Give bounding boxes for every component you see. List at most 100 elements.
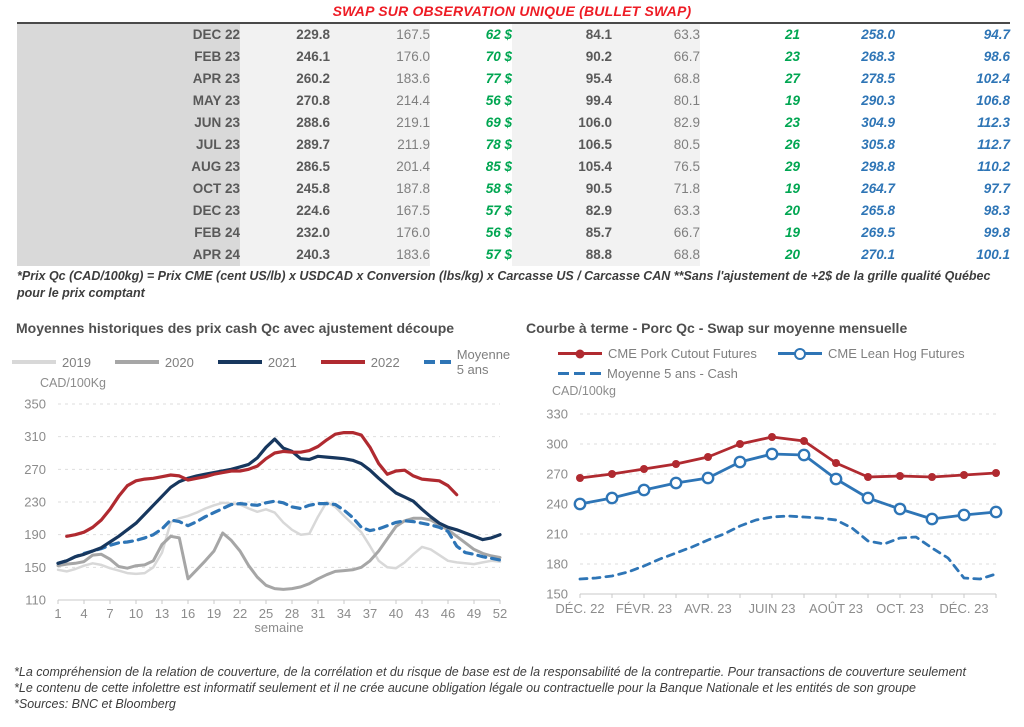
historical-chart-y-unit: CAD/100Kg bbox=[40, 376, 107, 390]
forward-curve-chart-canvas: 150 180 210 240 270 300 330 DÉC. 22 FÉVR. 23 AVR.… bbox=[546, 407, 1003, 616]
y-tick-label: 310 bbox=[24, 429, 46, 444]
table-cell-us-swap: 105.4 bbox=[512, 156, 612, 178]
table-cell-us-swap: 82.9 bbox=[512, 200, 612, 222]
y-tick-label: 180 bbox=[546, 557, 568, 572]
table-cell-month: JUL 23 bbox=[17, 134, 240, 156]
table-cell-us-cash: 66.7 bbox=[612, 46, 700, 68]
y-tick-label: 150 bbox=[24, 560, 46, 575]
table-cell-fwd-us: 106.8 bbox=[895, 90, 1010, 112]
data-point-marker bbox=[640, 465, 648, 473]
x-tick-label: AOÛT 23 bbox=[809, 601, 863, 616]
data-point-marker bbox=[701, 471, 715, 485]
table-cell-us-cash: 82.9 bbox=[612, 112, 700, 134]
legend-label: CME Pork Cutout Futures bbox=[608, 346, 757, 361]
data-point-marker bbox=[605, 491, 619, 505]
table-cell-weeks: 20 bbox=[700, 244, 800, 266]
legend-item: 2022 bbox=[320, 355, 400, 370]
forward-curve-chart-panel: Courbe à terme - Porc Qc - Swap sur moye… bbox=[522, 320, 1020, 650]
table-cell-qc-cash: 183.6 bbox=[330, 244, 430, 266]
table-cell-us-cash: 63.3 bbox=[612, 200, 700, 222]
footer-note-line: *La compréhension de la relation de couv… bbox=[14, 665, 966, 679]
table-row: FEB 23 246.1 176.0 70 $90.2 66.7 23 268.3 98.6 bbox=[17, 46, 1010, 68]
table-cell-fwd-cad: 265.8 bbox=[800, 200, 895, 222]
table-row: JUN 23 288.6 219.1 69 $106.0 82.9 23 304.9 112.… bbox=[17, 112, 1010, 134]
table-cell-fwd-us: 94.7 bbox=[895, 23, 1010, 46]
x-tick-label: 28 bbox=[285, 606, 299, 621]
table-cell-month: AUG 23 bbox=[17, 156, 240, 178]
table-cell-weeks: 23 bbox=[700, 112, 800, 134]
legend-swatch-icon bbox=[558, 371, 601, 376]
y-tick-label: 300 bbox=[546, 437, 568, 452]
table-cell-us-cash: 80.1 bbox=[612, 90, 700, 112]
table-cell-weeks: 27 bbox=[700, 68, 800, 90]
legend-item: Moyenne 5 ans bbox=[423, 347, 514, 377]
data-point-marker bbox=[893, 502, 907, 516]
table-cell-qc-cash: 211.9 bbox=[330, 134, 430, 156]
table-cell-month: OCT 23 bbox=[17, 178, 240, 200]
legend-swatch-icon bbox=[114, 360, 159, 364]
x-tick-label: 4 bbox=[80, 606, 87, 621]
table-cell-fwd-us: 97.7 bbox=[895, 178, 1010, 200]
data-point-marker bbox=[669, 476, 683, 490]
table-row: AUG 23 286.5 201.4 85 $105.4 76.5 29 298.8 110.… bbox=[17, 156, 1010, 178]
x-tick-label: 46 bbox=[441, 606, 455, 621]
table-cell-qc-basis: 70 $ bbox=[430, 46, 512, 68]
report-title: SWAP SUR OBSERVATION UNIQUE (BULLET SWAP… bbox=[332, 3, 692, 19]
table-cell-fwd-us: 102.4 bbox=[895, 68, 1010, 90]
table-cell-qc-swap: 286.5 bbox=[240, 156, 330, 178]
x-axis-title: semaine bbox=[254, 620, 303, 634]
table-cell-fwd-cad: 298.8 bbox=[800, 156, 895, 178]
table-cell-qc-basis: 78 $ bbox=[430, 134, 512, 156]
table-cell-qc-basis: 57 $ bbox=[430, 244, 512, 266]
table-cell-qc-cash: 176.0 bbox=[330, 222, 430, 244]
table-cell-weeks: 20 bbox=[700, 200, 800, 222]
table-cell-qc-swap: 224.6 bbox=[240, 200, 330, 222]
x-tick-label: JUIN 23 bbox=[749, 601, 796, 616]
data-point-marker bbox=[576, 474, 584, 482]
data-point-marker bbox=[637, 483, 651, 497]
series-2019 bbox=[56, 500, 502, 576]
y-tick-label: 210 bbox=[546, 527, 568, 542]
table-cell-weeks: 26 bbox=[700, 134, 800, 156]
table-cell-qc-cash: 219.1 bbox=[330, 112, 430, 134]
table-cell-us-swap: 95.4 bbox=[512, 68, 612, 90]
table-cell-month: FEB 24 bbox=[17, 222, 240, 244]
x-tick-label: 43 bbox=[415, 606, 429, 621]
x-tick-label: 16 bbox=[181, 606, 195, 621]
table-cell-fwd-us: 99.8 bbox=[895, 222, 1010, 244]
table-cell-us-cash: 80.5 bbox=[612, 134, 700, 156]
table-cell-qc-cash: 201.4 bbox=[330, 156, 430, 178]
data-point-marker bbox=[992, 469, 1000, 477]
data-point-marker bbox=[960, 471, 968, 479]
table-row: APR 24 240.3 183.6 57 $88.8 68.8 20 270.1 100.1 bbox=[17, 244, 1010, 266]
table-cell-fwd-cad: 304.9 bbox=[800, 112, 895, 134]
data-point-marker bbox=[861, 491, 875, 505]
table-cell-qc-swap: 270.8 bbox=[240, 90, 330, 112]
y-tick-label: 270 bbox=[24, 462, 46, 477]
legend-label: Moyenne 5 ans bbox=[456, 347, 511, 377]
table-cell-us-cash: 68.8 bbox=[612, 244, 700, 266]
table-cell-us-cash: 76.5 bbox=[612, 156, 700, 178]
table-cell-fwd-us: 98.6 bbox=[895, 46, 1010, 68]
table-cell-qc-cash: 167.5 bbox=[330, 23, 430, 46]
table-cell-month: DEC 22 bbox=[17, 23, 240, 46]
table-cell-fwd-cad: 290.3 bbox=[800, 90, 895, 112]
series-2020 bbox=[56, 516, 502, 591]
table-cell-qc-cash: 183.6 bbox=[330, 68, 430, 90]
table-cell-qc-basis: 69 $ bbox=[430, 112, 512, 134]
table-cell-qc-swap: 240.3 bbox=[240, 244, 330, 266]
legend-item: CME Pork Cutout Futures bbox=[558, 346, 778, 361]
forward-curve-chart-title: Courbe à terme - Porc Qc - Swap sur moye… bbox=[526, 320, 908, 336]
legend-item: CME Lean Hog Futures bbox=[778, 346, 998, 361]
table-cell-qc-swap: 288.6 bbox=[240, 112, 330, 134]
table-cell-qc-basis: 56 $ bbox=[430, 222, 512, 244]
table-row: DEC 22 229.8 167.5 62 $84.1 63.3 21 258.0 94.7 bbox=[17, 23, 1010, 46]
data-point-marker bbox=[573, 497, 587, 511]
legend-label: CME Lean Hog Futures bbox=[828, 346, 965, 361]
data-point-marker bbox=[672, 460, 680, 468]
x-tick-label: OCT. 23 bbox=[876, 601, 924, 616]
table-cell-qc-swap: 229.8 bbox=[240, 23, 330, 46]
legend-swatch-icon bbox=[423, 360, 451, 364]
footer-notes: *La compréhension de la relation de couv… bbox=[14, 664, 1014, 712]
forward-curve-chart-y-unit: CAD/100kg bbox=[552, 384, 616, 398]
